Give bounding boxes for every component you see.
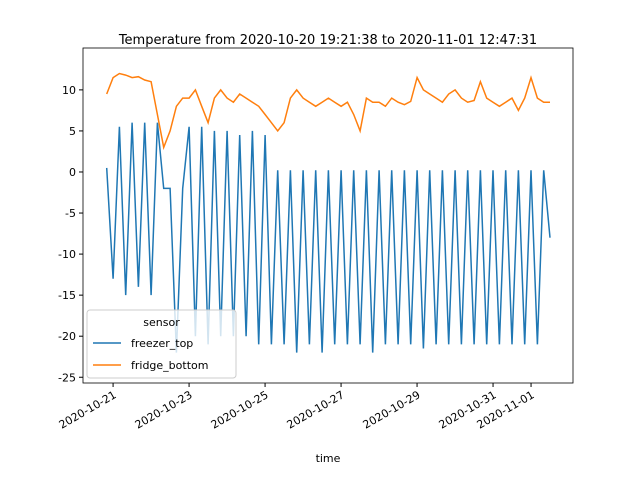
legend-label: freezer_top bbox=[131, 337, 193, 350]
axes-frame bbox=[82, 47, 574, 384]
y-tick-label: -20 bbox=[58, 330, 76, 343]
legend-title: sensor bbox=[143, 316, 180, 329]
legend-box bbox=[86, 309, 237, 379]
y-tick-label: 0 bbox=[69, 166, 76, 179]
series-line bbox=[106, 72, 550, 151]
y-tick-label: -10 bbox=[58, 248, 76, 261]
series-line bbox=[105, 122, 551, 353]
y-tick-label: -25 bbox=[58, 371, 76, 384]
legend-label: fridge_bottom bbox=[131, 359, 208, 372]
plot-area bbox=[105, 72, 551, 353]
x-axis-label: time bbox=[316, 452, 341, 465]
y-tick-label: 5 bbox=[69, 125, 76, 138]
chart-title: Temperature from 2020-10-20 19:21:38 to … bbox=[118, 33, 537, 48]
y-tick-label: -5 bbox=[65, 207, 76, 220]
y-tick-label: -15 bbox=[58, 289, 76, 302]
y-tick-label: 10 bbox=[62, 84, 76, 97]
